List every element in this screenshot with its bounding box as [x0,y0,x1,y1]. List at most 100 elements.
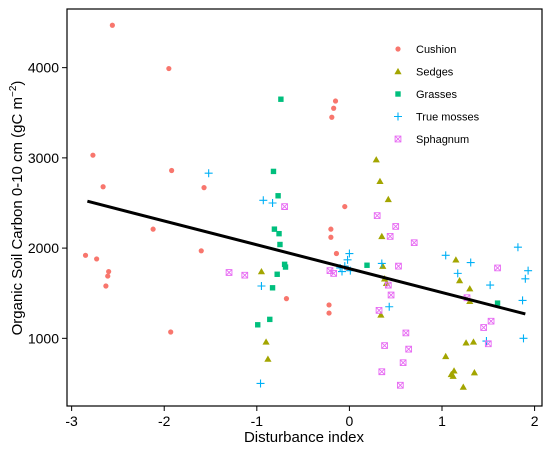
y-axis-title-superscript: −2 [8,85,19,97]
sphagnum-point [402,329,410,337]
true-mosses-point [345,249,354,258]
legend-label-sphagnum: Sphagnum [416,134,469,146]
cushion-point [82,252,89,258]
legend-key-grasses [395,91,401,97]
grasses-point [255,322,261,328]
sedges-point [376,177,384,185]
sphagnum-point [494,264,501,272]
true-mosses-point [268,198,277,207]
cushion-point [103,283,109,289]
sedges-point [384,195,392,203]
cushion-point [326,310,332,316]
cushion-point [166,65,172,72]
true-mosses-point [343,255,352,264]
grasses-point [269,285,276,291]
sphagnum-point [480,324,488,331]
grasses-point [278,96,284,102]
sphagnum-point [381,342,388,349]
cushion-point [342,203,348,210]
legend: Cushion Sedges Grasses True mosses Sphagnum [394,44,480,146]
grasses-point [274,271,280,277]
x-tick-label: 0 [346,413,354,429]
sphagnum-point [281,203,288,210]
sphagnum-point [225,269,233,276]
x-tick-label: -1 [251,413,264,429]
cushion-point [328,234,334,240]
data-points [82,22,533,390]
grasses-point [275,193,281,199]
legend-label-cushion: Cushion [416,44,456,56]
x-axis-title: Disturbance index [244,429,365,446]
sedges-point [455,276,464,284]
y-tick-label: 3000 [28,150,59,166]
cushion-point [283,296,290,302]
sedges-point [372,156,380,163]
sedges-point [449,372,457,379]
true-mosses-point [377,259,386,268]
legend-label-grasses: Grasses [416,89,457,101]
grasses-point [270,168,277,175]
legend-key-sphagnum [394,135,402,143]
true-mosses-point [257,281,266,290]
cushion-point [90,152,96,158]
sphagnum-point [241,271,249,279]
y-axis-title-close: ) [9,81,26,86]
cushion-point [331,105,337,111]
true-mosses-point [466,258,475,267]
true-mosses-point [521,274,530,283]
sedges-point [442,352,450,360]
cushion-point [94,256,100,262]
series-grasses [255,96,501,328]
x-tick-label: -2 [158,413,171,429]
series-sphagnum [225,203,501,389]
grasses-point [271,226,278,232]
sphagnum-point [392,223,400,230]
legend-key-sedges [394,67,402,75]
x-tick-label: -3 [65,413,78,429]
sedges-point [469,338,478,345]
legend-key-true-mosses [394,112,402,121]
cushion-point [333,250,340,257]
sedges-point [452,256,460,263]
y-axis-title: Organic Soil Carbon 0-10 cm (gC m−2) [8,81,26,336]
sedges-point [470,369,479,376]
grasses-point [282,264,289,270]
grasses-point [364,262,370,268]
legend-label-sedges: Sedges [416,67,454,79]
sedges-point [264,355,272,362]
y-axis-title-main: Organic Soil Carbon 0-10 cm (gC m [9,97,26,335]
y-tick-label: 4000 [28,60,59,76]
cushion-point [100,184,106,190]
true-mosses-point [524,266,533,275]
sphagnum-point [484,340,492,348]
grasses-point [267,316,273,323]
true-mosses-point [441,251,450,260]
true-mosses-point [513,243,522,252]
sphagnum-point [410,239,418,247]
sedges-point [459,383,467,390]
sedges-point [377,311,385,318]
true-mosses-point [519,334,528,343]
cushion-point [169,167,175,174]
sphagnum-point [399,359,407,367]
x-axis: -3 -2 -1 0 1 2 [65,406,539,429]
cushion-point [105,273,111,279]
sphagnum-point [396,381,404,389]
grasses-point [494,300,501,306]
sphagnum-point [375,307,383,314]
cushion-point [329,114,335,120]
cushion-point [201,185,207,191]
y-axis: 1000 2000 3000 4000 [28,60,67,346]
x-tick-label: 1 [438,413,446,429]
true-mosses-point [204,169,213,178]
true-mosses-point [518,296,527,305]
sphagnum-point [373,212,381,219]
legend-label-true-mosses: True mosses [416,112,480,124]
cushion-point [150,226,156,232]
cushion-point [328,226,334,232]
true-mosses-point [256,379,265,388]
sphagnum-point [395,262,402,270]
sphagnum-point [387,291,395,299]
